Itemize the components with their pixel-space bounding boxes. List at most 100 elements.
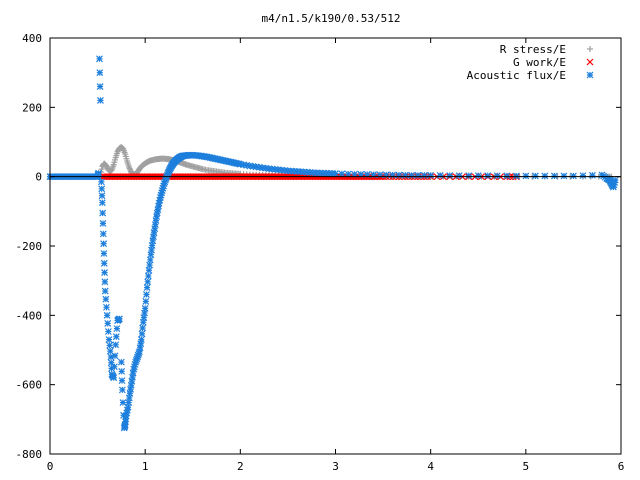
data-point xyxy=(97,178,105,186)
data-point xyxy=(105,336,113,344)
y-tick-label: 400 xyxy=(22,32,42,45)
y-tick-label: -400 xyxy=(16,309,43,322)
y-tick-label: -800 xyxy=(16,448,43,461)
data-point xyxy=(101,287,109,295)
data-point xyxy=(143,284,151,292)
data-point xyxy=(338,170,346,178)
data-point xyxy=(125,394,133,402)
data-point xyxy=(100,250,108,257)
data-point xyxy=(103,311,111,319)
legend-marker xyxy=(586,71,594,79)
data-point xyxy=(579,172,587,180)
data-point xyxy=(98,166,105,173)
data-point xyxy=(118,386,126,394)
data-point xyxy=(436,171,444,179)
data-point xyxy=(98,199,106,207)
x-tick-label: 6 xyxy=(618,460,625,473)
axes: 0 1 2 3 4 5 6 400 200 0 -200 -400 -600 -800 xyxy=(16,32,625,473)
data-point xyxy=(141,304,149,312)
data-point xyxy=(104,328,112,335)
data-point xyxy=(569,172,577,180)
data-point xyxy=(101,269,108,277)
data-point xyxy=(102,295,110,303)
data-point xyxy=(99,220,107,227)
data-point xyxy=(503,172,511,180)
data-point xyxy=(117,358,125,366)
x-tick-label: 5 xyxy=(523,460,530,473)
data-point xyxy=(111,352,119,360)
data-point xyxy=(484,172,492,180)
data-point xyxy=(522,172,530,180)
data-point xyxy=(100,240,108,248)
x-tick-label: 4 xyxy=(427,460,434,473)
data-point xyxy=(408,171,416,179)
data-point xyxy=(139,324,147,332)
data-point xyxy=(99,209,107,217)
data-point xyxy=(144,278,152,286)
data-point xyxy=(560,172,568,180)
data-point xyxy=(531,172,539,180)
data-point xyxy=(116,315,123,323)
data-point xyxy=(446,172,454,179)
data-point xyxy=(107,359,115,367)
data-point xyxy=(98,192,106,200)
x-tick-label: 3 xyxy=(332,460,339,473)
data-point xyxy=(97,96,104,104)
data-point xyxy=(107,353,115,361)
legend-label: Acoustic flux/E xyxy=(467,69,566,82)
x-tick-label: 0 xyxy=(47,460,54,473)
data-point xyxy=(512,172,520,180)
data-point xyxy=(96,69,104,77)
legend-marker xyxy=(587,46,593,52)
data-point xyxy=(95,169,102,177)
data-point xyxy=(493,172,501,180)
data-point xyxy=(138,330,146,338)
data-point xyxy=(344,170,352,178)
y-tick-label: 200 xyxy=(22,101,42,114)
data-point xyxy=(401,171,409,179)
data-point xyxy=(98,185,106,193)
y-tick-label: -600 xyxy=(16,379,43,392)
data-point xyxy=(118,377,126,385)
x-tick-label: 2 xyxy=(237,460,244,473)
data-point xyxy=(99,230,107,238)
plot-area xyxy=(46,55,619,432)
data-point xyxy=(474,172,482,180)
data-point xyxy=(332,170,339,177)
data-point xyxy=(104,319,112,327)
data-point xyxy=(144,272,152,280)
data-point xyxy=(465,172,473,180)
data-point xyxy=(118,367,126,375)
data-point xyxy=(455,172,463,180)
chart-title: m4/n1.5/k190/0.53/512 xyxy=(261,12,400,25)
data-point xyxy=(414,171,422,179)
legend-label: G work/E xyxy=(513,56,566,69)
plot-frame xyxy=(49,37,622,455)
data-point xyxy=(113,325,121,333)
data-point xyxy=(96,83,104,90)
legend-label: R stress/E xyxy=(500,43,566,56)
legend-marker xyxy=(586,58,594,66)
data-point xyxy=(420,171,428,179)
series-2 xyxy=(46,55,619,432)
data-point xyxy=(611,176,619,184)
data-point xyxy=(96,55,103,63)
data-point xyxy=(110,374,118,382)
data-point xyxy=(550,172,558,180)
data-point xyxy=(112,341,120,349)
data-point xyxy=(101,278,109,286)
data-point xyxy=(110,363,118,371)
data-point xyxy=(137,336,145,344)
data-point xyxy=(142,298,150,305)
data-point xyxy=(589,171,596,179)
data-point xyxy=(106,341,114,349)
data-point xyxy=(541,172,549,180)
data-point xyxy=(427,171,435,179)
data-point xyxy=(103,303,110,311)
data-point xyxy=(100,259,108,267)
x-tick-label: 1 xyxy=(142,460,149,473)
data-point xyxy=(112,333,120,341)
y-tick-label: 0 xyxy=(35,171,42,184)
